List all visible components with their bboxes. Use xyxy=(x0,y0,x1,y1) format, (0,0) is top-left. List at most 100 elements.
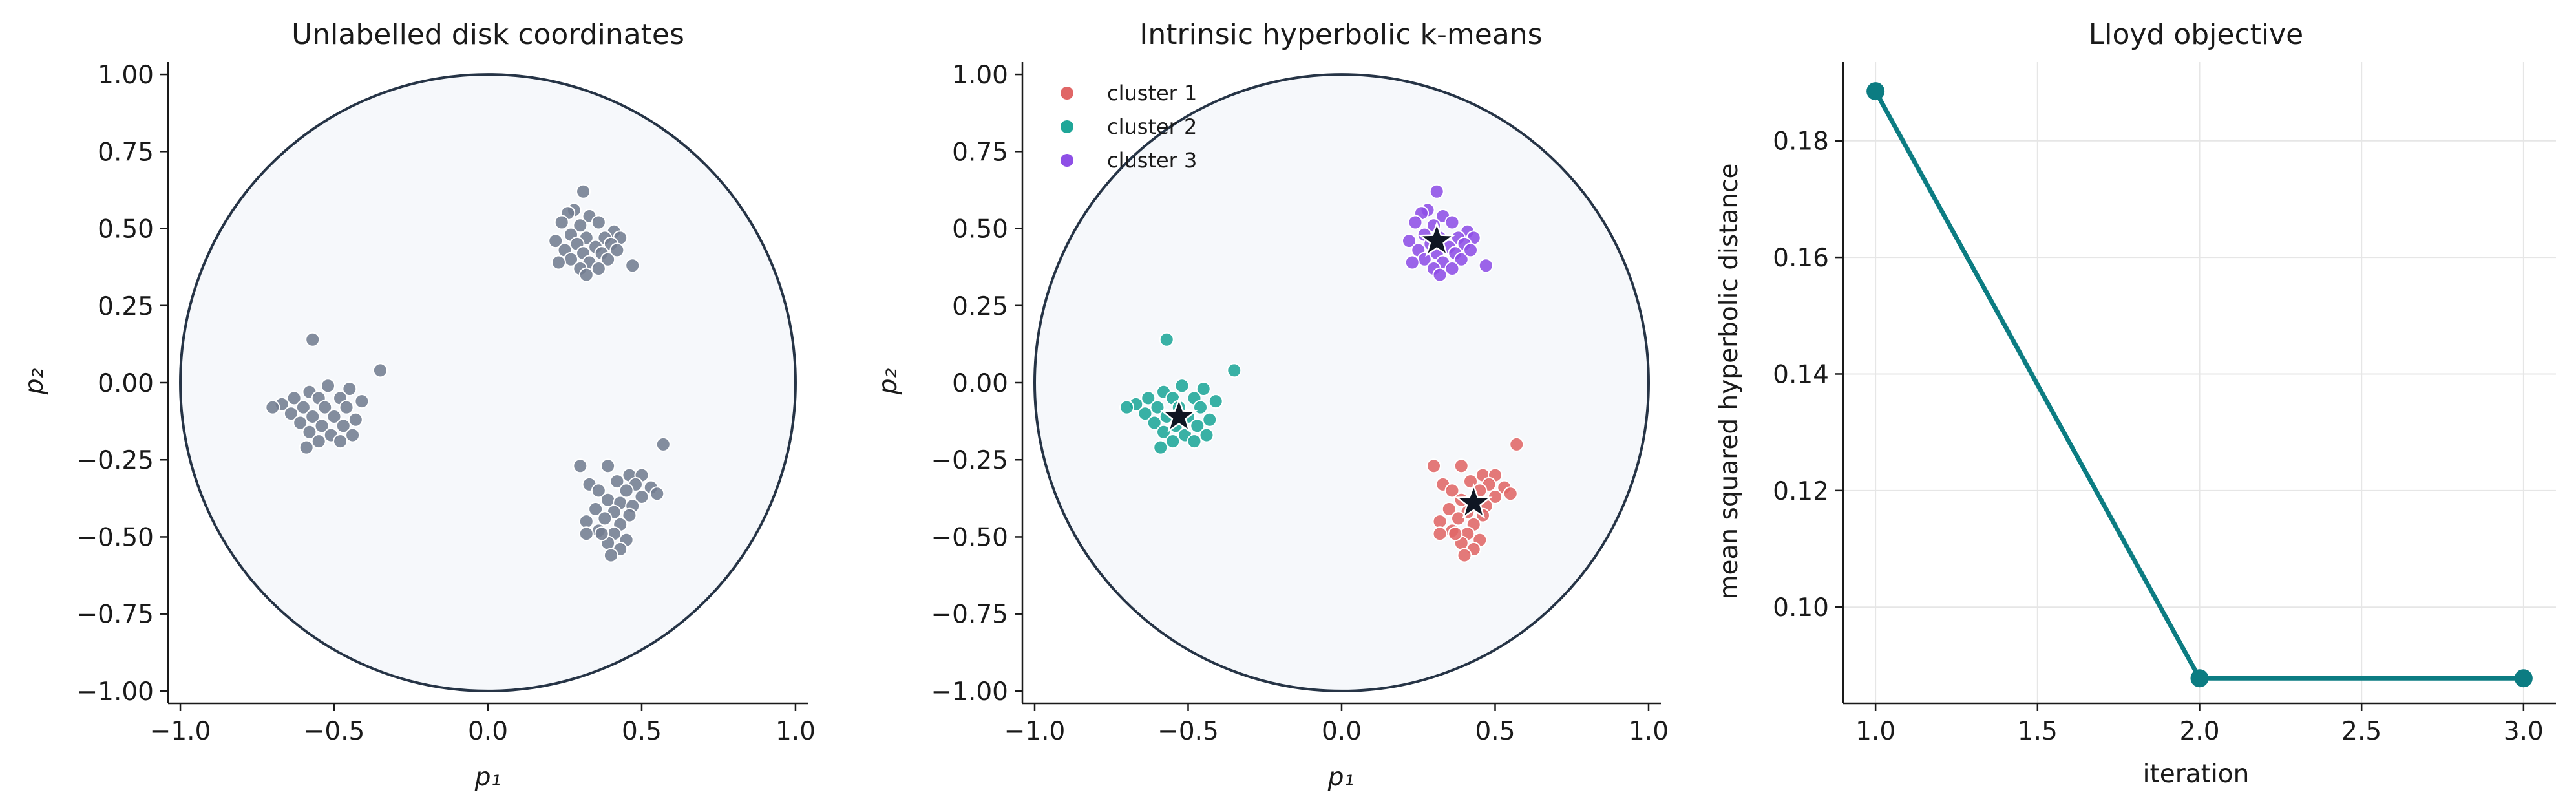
data-point xyxy=(339,400,354,415)
y-tick-label: 1.00 xyxy=(952,61,1008,90)
data-point xyxy=(1146,415,1162,431)
data-point xyxy=(1404,255,1420,270)
legend-marker-cluster-1 xyxy=(1061,87,1073,100)
panel-2-title: Intrinsic hyperbolic k-means xyxy=(1139,18,1542,51)
data-point xyxy=(551,255,566,270)
y-tick-label: −0.50 xyxy=(931,523,1008,552)
data-point xyxy=(1153,440,1168,455)
x-tick-label: 2.5 xyxy=(2341,717,2381,746)
data-point xyxy=(1159,332,1174,347)
data-point xyxy=(578,514,594,529)
data-point xyxy=(618,483,634,498)
y-tick-label: 0.75 xyxy=(952,138,1008,167)
data-point xyxy=(1478,258,1494,273)
data-point xyxy=(354,394,370,409)
panel-2-plot-area: −1.0 −0.5 0.0 0.5 1.0 −1.00 −0.75 −0.50 −0.25 0.0… xyxy=(931,61,1669,746)
legend-label-cluster-3: cluster 3 xyxy=(1107,148,1197,173)
x-tick-label: 1.0 xyxy=(776,717,816,746)
data-point xyxy=(573,458,588,474)
data-point xyxy=(1119,400,1134,415)
x-tick-label: 2.0 xyxy=(2179,717,2219,746)
data-point xyxy=(1432,526,1448,542)
data-point xyxy=(600,492,616,507)
data-point xyxy=(302,424,317,440)
data-point xyxy=(299,440,314,455)
y-tick-label: 0.50 xyxy=(98,215,154,244)
y-tick-label: 0.75 xyxy=(98,138,154,167)
data-point xyxy=(578,267,594,282)
x-tick-label: 0.0 xyxy=(1322,717,1362,746)
data-point xyxy=(1432,267,1448,282)
data-point xyxy=(1441,502,1457,517)
data-point xyxy=(335,418,351,434)
legend-marker-cluster-2 xyxy=(1061,120,1073,133)
y-tick-label: −0.25 xyxy=(76,446,154,475)
data-point xyxy=(594,526,609,542)
x-tick-label: −0.5 xyxy=(304,717,365,746)
y-tick-label: 0.18 xyxy=(1773,127,1829,156)
y-tick-label: −1.00 xyxy=(931,677,1008,707)
panel-kmeans: Intrinsic hyperbolic k-means −1.0 −0.5 0.0… xyxy=(874,18,1669,792)
data-point xyxy=(311,434,326,449)
data-point xyxy=(1402,233,1417,249)
data-point xyxy=(1444,483,1460,498)
panel-3-title: Lloyd objective xyxy=(2089,18,2304,51)
data-point xyxy=(1429,184,1444,199)
x-tick-label: 1.0 xyxy=(1855,717,1895,746)
y-tick-label: 0.25 xyxy=(952,292,1008,321)
data-point xyxy=(265,400,280,415)
data-point xyxy=(1463,242,1478,258)
data-point xyxy=(597,511,613,526)
data-point xyxy=(305,409,321,424)
data-point xyxy=(1174,378,1190,394)
data-point xyxy=(1453,458,1469,474)
data-point xyxy=(345,427,361,443)
panel-1-xlabel-text: p₁ xyxy=(474,763,501,792)
data-point xyxy=(1509,436,1525,452)
data-point xyxy=(372,363,388,378)
data-point xyxy=(634,489,649,504)
poincare-disk xyxy=(179,73,797,692)
y-tick-label: 0.10 xyxy=(1773,593,1829,623)
data-point xyxy=(1202,412,1218,427)
objective-point xyxy=(1866,82,1885,101)
data-point xyxy=(1227,363,1242,378)
data-point xyxy=(314,418,330,434)
data-point xyxy=(1426,458,1441,474)
data-point xyxy=(348,412,363,427)
panel-1-title: Unlabelled disk coordinates xyxy=(291,18,684,51)
centroid-star xyxy=(1160,396,1198,433)
data-point xyxy=(1137,406,1153,421)
panel-3-plot-area: 1.0 1.5 2.0 2.5 3.0 0.10 0.12 0.14 0.16 0.18 xyxy=(1773,62,2556,746)
x-tick-label: −1.0 xyxy=(1004,717,1066,746)
objective-point xyxy=(2190,669,2209,688)
data-point xyxy=(317,400,333,415)
y-tick-label: −0.25 xyxy=(931,446,1008,475)
data-point xyxy=(326,409,342,424)
data-point xyxy=(1453,251,1469,267)
data-point xyxy=(573,218,588,233)
y-tick-label: 1.00 xyxy=(98,61,154,90)
panel-1-plot-area: −1.0 −0.5 0.0 0.5 1.0 −1.00 −0.75 −0.50 −0.25 0.0… xyxy=(76,61,815,746)
data-point xyxy=(548,233,564,249)
data-point xyxy=(1193,400,1208,415)
data-point xyxy=(1190,418,1205,434)
data-point xyxy=(1199,427,1214,443)
x-tick-label: 3.0 xyxy=(2504,717,2544,746)
panel-2-xlabel: p₁ xyxy=(1327,763,1354,792)
data-point xyxy=(1503,486,1518,502)
data-point xyxy=(1165,434,1181,449)
panel-3-xlabel: iteration xyxy=(2143,760,2250,789)
panel-2-ylabel: p₂ xyxy=(874,368,903,395)
y-tick-label: −0.75 xyxy=(931,601,1008,630)
data-point xyxy=(1208,394,1223,409)
y-tick-label: −1.00 xyxy=(76,677,154,707)
objective-point xyxy=(2514,669,2533,688)
panel-objective: Lloyd objective 1.0 1.5 2.0 2.5 3.0 0.10 0.12 0… xyxy=(1715,18,2556,789)
data-point xyxy=(342,381,357,397)
data-point xyxy=(321,378,335,394)
data-point xyxy=(1408,215,1423,230)
centroid-star xyxy=(1455,483,1493,519)
data-point xyxy=(333,434,348,449)
legend-label-cluster-2: cluster 2 xyxy=(1107,114,1197,139)
